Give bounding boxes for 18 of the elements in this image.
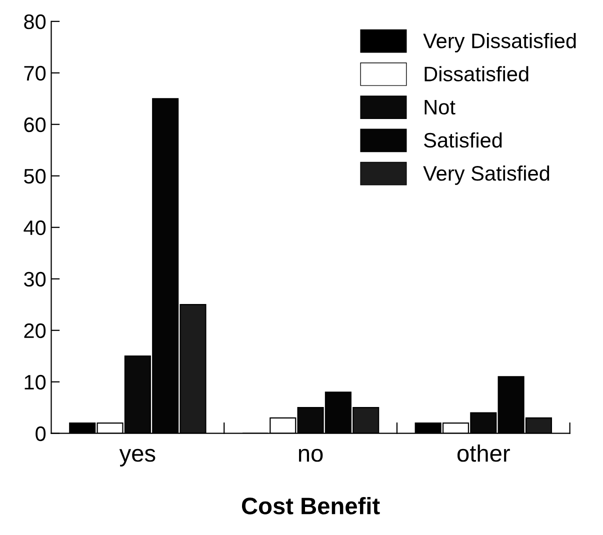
legend-label: Not [424, 100, 456, 115]
x-axis-title: Cost Benefit [242, 497, 380, 514]
legend-label: Dissatisfied [424, 66, 528, 82]
legend-label: Satisfied [424, 132, 502, 148]
x-tick-label: no [298, 448, 323, 462]
y-tick-label: 40 [24, 220, 46, 236]
y-tick-label: 80 [24, 14, 46, 30]
y-tick-label: 20 [24, 323, 46, 338]
y-tick-label: 0 [36, 426, 46, 442]
x-tick-label: yes [119, 448, 156, 466]
y-tick-label: 70 [24, 66, 46, 81]
y-tick-label: 10 [24, 374, 46, 390]
y-tick-label: 60 [24, 117, 46, 132]
y-tick-label: 30 [24, 272, 46, 287]
legend-label: Very Dissatisfied [423, 32, 576, 52]
y-tick-label: 50 [24, 168, 46, 184]
legend-label: Very Satisfied [423, 165, 550, 185]
x-tick-label: other [457, 444, 510, 462]
